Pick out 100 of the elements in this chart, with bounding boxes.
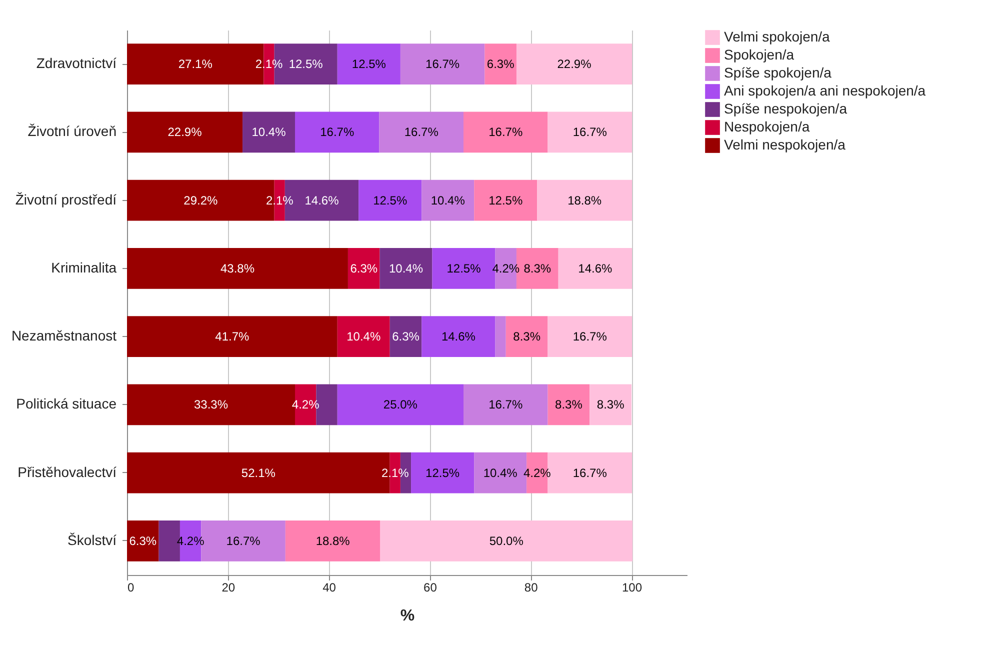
bar: [380, 520, 633, 562]
data-label: 33.3%: [194, 398, 228, 412]
data-label: 12.5%: [488, 193, 523, 208]
data-label: 12.5%: [426, 466, 460, 480]
bar: [127, 316, 338, 357]
legend-label: Velmi nespokojen/a: [724, 136, 846, 152]
data-label: 4.2%: [292, 398, 320, 412]
data-label: 8.3%: [513, 330, 541, 344]
data-label: 43.8%: [220, 261, 255, 276]
bar: [422, 316, 496, 357]
bar: [422, 180, 474, 221]
bar: [484, 44, 516, 84]
data-label: 16.7%: [320, 125, 354, 140]
bar: [537, 180, 632, 221]
data-label: 10.4%: [388, 261, 424, 276]
bar: [400, 44, 485, 84]
data-label: 10.4%: [252, 125, 286, 140]
y-tick-label: Školství: [67, 532, 117, 548]
bar: [295, 112, 380, 153]
x-axis-title: %: [400, 608, 415, 624]
bar: [464, 112, 548, 153]
data-label: 12.5%: [373, 193, 408, 208]
data-label: 52.1%: [241, 466, 276, 480]
bar: [464, 384, 548, 426]
data-label: 27.1%: [178, 57, 213, 72]
data-label: 25.0%: [383, 398, 418, 412]
data-label: 2.1%: [381, 466, 410, 480]
data-label: 10.4%: [346, 330, 381, 344]
data-label: 14.6%: [578, 261, 613, 276]
data-label: 16.7%: [488, 125, 523, 140]
data-label: 22.9%: [557, 57, 592, 72]
legend-label: Spokojen/a: [724, 46, 794, 62]
data-label: 16.7%: [426, 57, 460, 72]
data-label: 16.7%: [488, 398, 523, 412]
bar: [337, 384, 464, 426]
data-label: 10.4%: [430, 193, 466, 208]
bar: [127, 520, 159, 562]
data-label: 16.7%: [404, 125, 439, 140]
data-label: 8.3%: [524, 261, 552, 276]
data-label: 2.1%: [266, 193, 294, 208]
data-label: 14.6%: [304, 193, 340, 208]
data-label: 12.5%: [288, 57, 324, 72]
legend-label: Spíše nespokojen/a: [724, 100, 848, 116]
data-label: 16.7%: [572, 125, 608, 140]
data-label: 41.7%: [215, 330, 250, 344]
bar: [242, 112, 295, 153]
y-tick-label: Životní prostředí: [15, 191, 117, 208]
data-label: 18.8%: [568, 193, 602, 208]
bar: [506, 316, 548, 357]
data-label: 10.4%: [483, 466, 518, 480]
bar: [337, 316, 390, 357]
data-label: 8.3%: [555, 398, 583, 412]
y-tick-label: Politická situace: [16, 396, 117, 412]
x-tick-label: 0: [128, 580, 134, 594]
data-label: 8.3%: [596, 398, 625, 412]
bar: [548, 384, 590, 426]
bar: [380, 248, 432, 289]
data-label: 50.0%: [489, 534, 524, 548]
bar: [285, 520, 380, 562]
bar: [411, 452, 474, 494]
bar: [590, 384, 632, 426]
bar: [474, 180, 538, 221]
y-tick-label: Kriminalita: [51, 259, 117, 276]
data-label: 6.3%: [486, 57, 515, 72]
x-tick-label: 40: [322, 580, 336, 594]
y-tick-label: Zdravotnictví: [36, 55, 117, 72]
bar: [558, 248, 632, 289]
bar: [358, 180, 422, 221]
bar: [127, 248, 348, 289]
bar: [516, 44, 632, 84]
data-label: 16.7%: [572, 330, 608, 344]
data-label: 16.7%: [226, 534, 261, 548]
data-label: 6.3%: [392, 330, 420, 344]
bar: [390, 316, 422, 357]
x-tick-label: 20: [222, 580, 236, 594]
bar: [379, 112, 464, 153]
data-label: 16.7%: [572, 466, 608, 480]
legend-label: Ani spokojen/a ani nespokojen/a: [724, 82, 926, 98]
bar: [548, 316, 632, 357]
x-tick-label: 80: [524, 580, 538, 594]
data-label: 22.9%: [168, 125, 202, 140]
bar: [548, 112, 632, 153]
data-label: 29.2%: [184, 193, 218, 208]
data-label: 2.1%: [255, 57, 284, 72]
legend-label: Nespokojen/a: [724, 118, 810, 134]
bar: [495, 316, 506, 357]
data-label: 12.5%: [446, 261, 482, 276]
y-tick-label: Přistěhovalectví: [18, 464, 117, 480]
bar: [337, 44, 400, 84]
y-tick-label: Životní úroveň: [28, 123, 116, 140]
bar: [127, 112, 243, 153]
data-label: 18.8%: [316, 534, 350, 548]
data-label: 14.6%: [441, 330, 476, 344]
data-label: 6.3%: [350, 261, 378, 276]
data-label: 4.2%: [523, 466, 552, 480]
data-label: 6.3%: [129, 534, 157, 548]
data-label: 4.2%: [492, 261, 520, 276]
x-tick-label: 100: [622, 580, 642, 594]
data-label: 12.5%: [352, 57, 386, 72]
legend-label: Spíše spokojen/a: [724, 64, 832, 80]
